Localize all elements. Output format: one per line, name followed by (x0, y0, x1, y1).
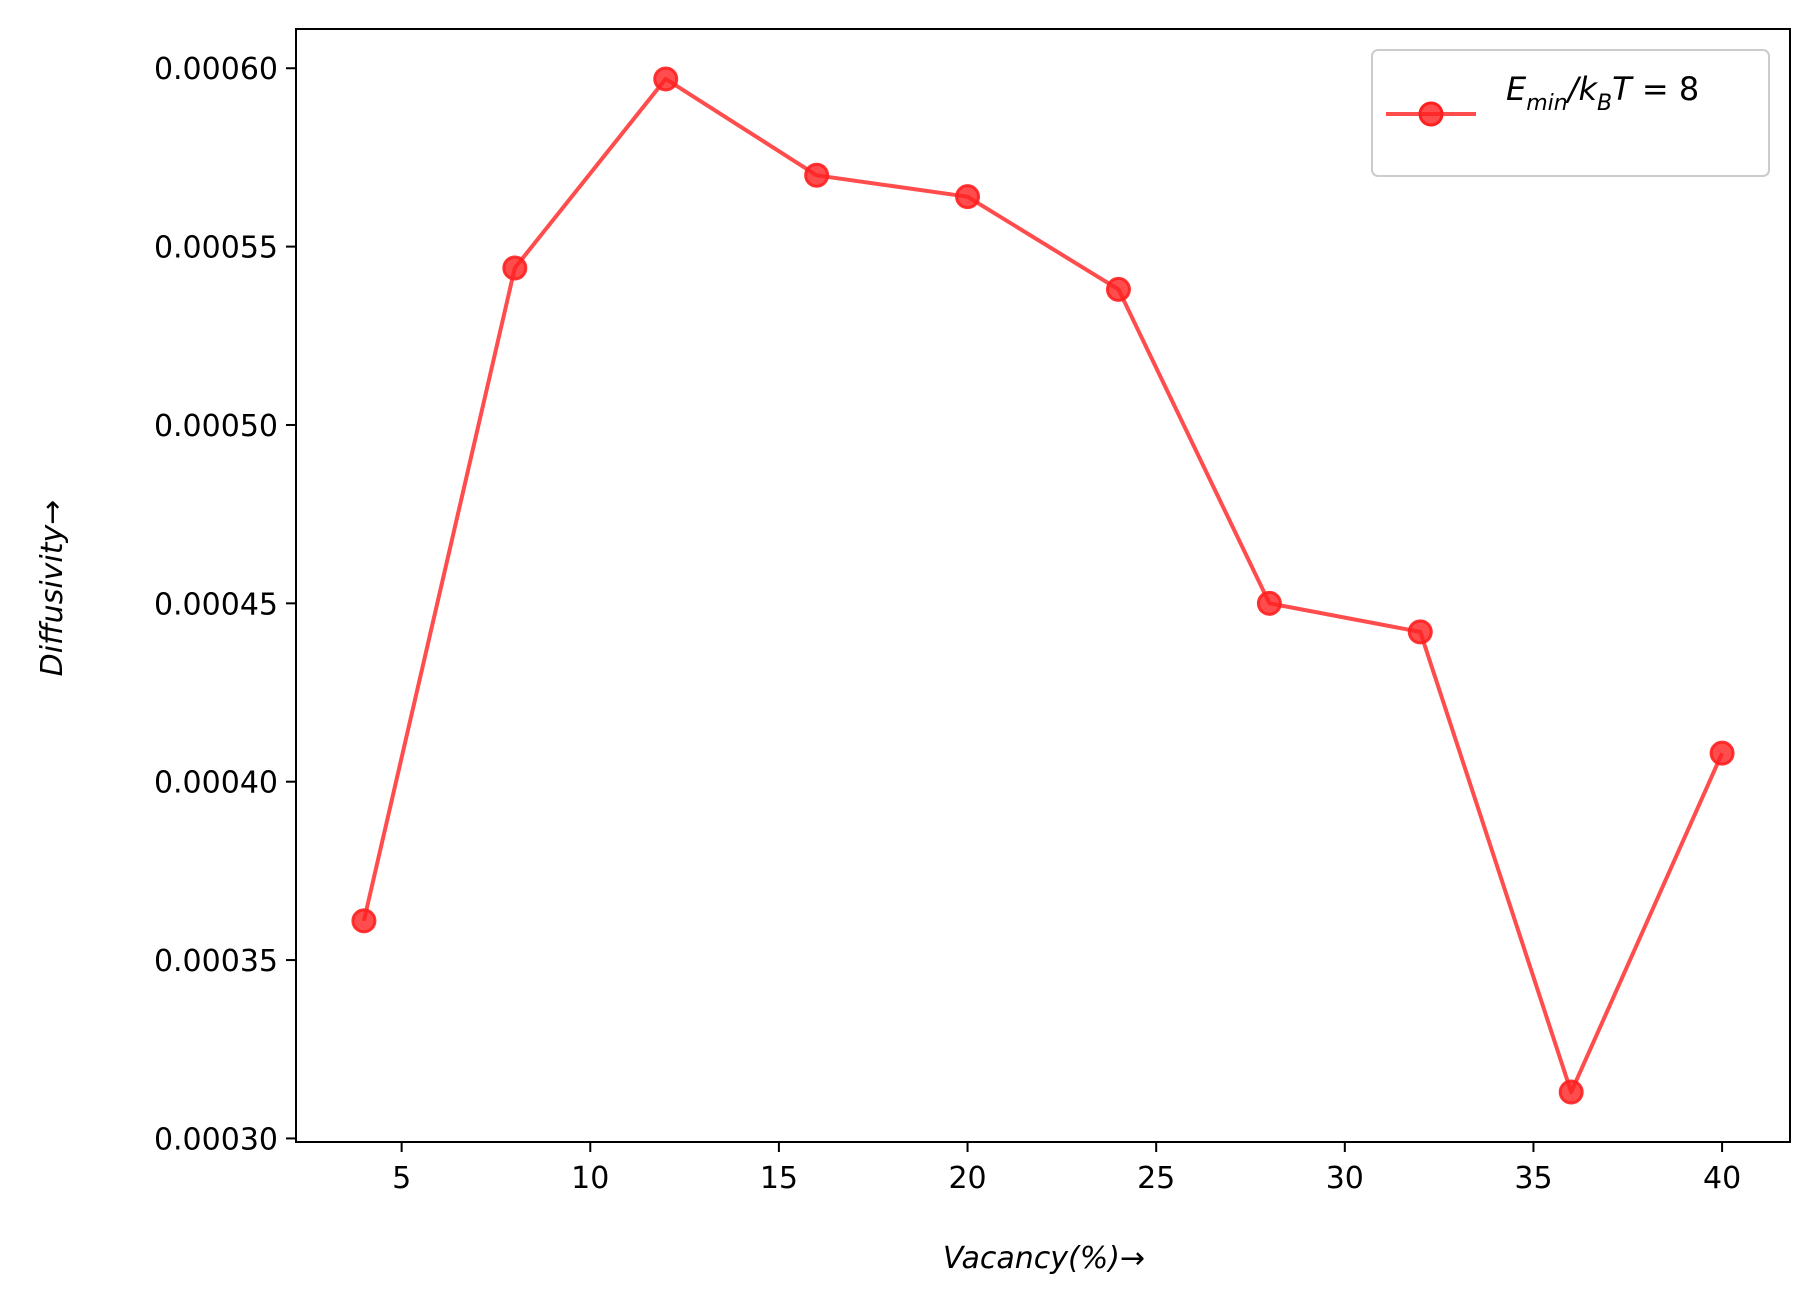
x-tick-label: 10 (571, 1161, 609, 1196)
legend: Emin/kBT = 8 (1371, 49, 1770, 177)
legend-label-eq: = 8 (1632, 70, 1700, 108)
axis-labels: Vacancy(%)→ Diffusivity→ (35, 500, 1145, 1276)
y-tick-label: 0.00060 (154, 52, 278, 87)
data-point (1709, 740, 1735, 766)
axes-frame (295, 28, 1791, 1143)
data-point (1105, 276, 1131, 302)
data-point (1558, 1079, 1584, 1105)
data-point (955, 184, 981, 210)
legend-box (1371, 49, 1770, 177)
series-line (361, 76, 1724, 1095)
x-axis-label: Vacancy(%)→ (943, 1241, 1145, 1276)
data-point (804, 162, 830, 188)
legend-label-e: E (1506, 70, 1527, 108)
legend-label: Emin/kBT = 8 (1506, 70, 1699, 116)
x-tick-label: 35 (1514, 1161, 1552, 1196)
y-tick-label: 0.00050 (154, 409, 278, 444)
axes: 5 10 15 20 25 30 35 40 0.00030 0.00035 0.00040 0.00… (154, 28, 1791, 1196)
legend-label-k: /k (1565, 70, 1599, 108)
legend-marker (1418, 101, 1444, 127)
x-tick-label: 5 (392, 1161, 411, 1196)
x-tick-label: 20 (948, 1161, 986, 1196)
data-point (351, 908, 377, 934)
x-tick-label: 30 (1326, 1161, 1364, 1196)
data-point (653, 66, 679, 92)
x-tick-label: 15 (760, 1161, 798, 1196)
y-tick-label: 0.00030 (154, 1122, 278, 1157)
y-tick-label: 0.00040 (154, 766, 278, 801)
data-point (502, 255, 528, 281)
legend-label-sub-b: B (1597, 91, 1612, 116)
data-point (1407, 619, 1433, 645)
y-axis-label: Diffusivity→ (35, 500, 70, 677)
legend-label-t: T (1612, 70, 1634, 108)
x-tick-label: 40 (1703, 1161, 1741, 1196)
legend-label-sub-min: min (1526, 91, 1568, 116)
y-tick-label: 0.00055 (154, 231, 278, 266)
plot-area (351, 66, 1735, 1105)
y-tick-label: 0.00045 (154, 587, 278, 622)
x-tick-label: 25 (1137, 1161, 1175, 1196)
data-point (1256, 590, 1282, 616)
y-tick-label: 0.00035 (154, 944, 278, 979)
